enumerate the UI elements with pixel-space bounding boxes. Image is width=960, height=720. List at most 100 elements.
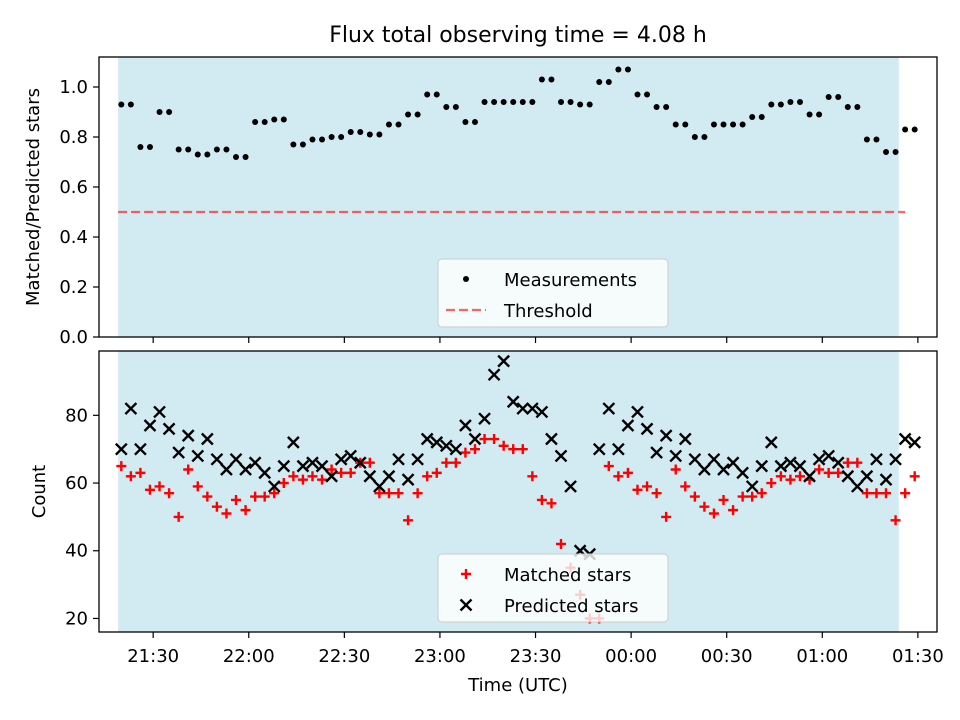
- matched-star-marker: [173, 511, 184, 522]
- y-tick-label: 60: [65, 473, 88, 494]
- predicted-star-marker: [134, 442, 147, 456]
- matched-star-marker: [211, 501, 222, 512]
- matched-star-marker: [297, 474, 308, 485]
- matched-star-marker: [431, 467, 442, 478]
- x-axis-label: Time (UTC): [467, 675, 568, 696]
- matched-star-marker: [613, 471, 624, 482]
- measurement-point: [137, 144, 144, 150]
- predicted-star-marker: [478, 412, 491, 426]
- bottom-panel: 21:30 22:00 22:30 23:00 23:30 00:00 00:30 01:00…: [29, 350, 944, 696]
- measurement-point: [510, 99, 517, 105]
- predicted-star-marker: [420, 432, 434, 446]
- x-tick-label: 23:30: [510, 646, 562, 667]
- matched-star-marker: [460, 447, 471, 458]
- x-tick-label: 22:00: [223, 646, 275, 667]
- matched-star-marker: [221, 508, 232, 519]
- predicted-star-marker: [592, 442, 606, 456]
- matched-star-marker: [852, 457, 863, 468]
- matched-star-marker: [737, 491, 748, 502]
- legend-predicted-marker: [459, 598, 473, 612]
- measurement-point: [787, 99, 794, 105]
- legend-entry-label: Predicted stars: [504, 596, 638, 617]
- matched-star-marker: [680, 481, 691, 492]
- measurement-point: [280, 116, 287, 123]
- predicted-star-marker: [143, 419, 157, 432]
- legend: Matched stars Predicted stars: [437, 553, 669, 623]
- measurement-point: [127, 101, 134, 108]
- y-axis-label: Count: [29, 465, 50, 518]
- measurement-point: [271, 116, 278, 123]
- y-tick-label: 40: [65, 541, 88, 562]
- axes-frame: [98, 56, 938, 338]
- x-tick-label: 01:30: [892, 646, 944, 667]
- measurement-point: [558, 99, 565, 105]
- axes-frame: [98, 350, 938, 633]
- matched-star-marker: [479, 434, 490, 445]
- matched-star-marker: [403, 515, 414, 526]
- matched-star-marker: [603, 461, 614, 472]
- measurement-point: [242, 154, 249, 160]
- measurement-point: [835, 94, 842, 100]
- matched-star-marker: [651, 488, 662, 499]
- predicted-star-marker: [525, 402, 539, 415]
- predicted-star-marker: [784, 456, 797, 470]
- measurement-point: [586, 101, 593, 108]
- predicted-star-marker: [745, 480, 759, 493]
- matched-star-marker: [508, 444, 519, 455]
- matched-star-marker: [450, 457, 461, 468]
- predicted-star-marker: [315, 459, 329, 473]
- predicted-star-marker: [411, 452, 424, 466]
- measurement-point: [491, 99, 498, 105]
- predicted-star-marker: [707, 452, 721, 466]
- predicted-star-marker: [908, 436, 922, 449]
- predicted-star-marker: [659, 429, 673, 442]
- matched-star-marker: [336, 467, 347, 478]
- matched-star-marker: [202, 491, 213, 502]
- chart-title: Flux total observing time = 4.08 h: [329, 23, 707, 48]
- measurement-point: [414, 111, 421, 118]
- measurement-point: [902, 126, 909, 133]
- top-panel: 0.0 0.2 0.4 0.6 0.8 1.0 Matched/Predicted star…: [23, 56, 938, 348]
- matched-star-marker: [307, 471, 318, 482]
- matched-star-marker: [364, 457, 375, 468]
- predicted-star-marker: [850, 480, 864, 493]
- predicted-star-marker: [220, 463, 233, 476]
- measurement-point: [825, 94, 832, 100]
- predicted-star-marker: [210, 452, 224, 466]
- measurement-point: [519, 99, 526, 105]
- y-tick-label: 0.4: [59, 227, 88, 248]
- matched-star-marker: [317, 474, 328, 485]
- predicted-star-marker: [172, 446, 186, 459]
- predicted-star-marker: [392, 452, 405, 466]
- measurement-point: [691, 134, 698, 140]
- matched-star-marker: [909, 471, 920, 482]
- matched-star-marker: [374, 488, 385, 499]
- predicted-star-marker: [812, 452, 826, 466]
- predicted-star-marker: [755, 459, 769, 473]
- predicted-star-marker: [181, 429, 195, 442]
- measurement-point: [730, 121, 737, 128]
- legend: Measurements Threshold: [437, 258, 669, 328]
- matched-star-marker: [135, 467, 146, 478]
- legend-box: [437, 553, 669, 623]
- matched-star-marker: [250, 491, 261, 502]
- predicted-star-marker: [621, 419, 635, 432]
- measurement-point: [644, 91, 651, 98]
- measurement-point: [347, 129, 354, 135]
- legend-matched-marker: [461, 569, 471, 579]
- predicted-star-marker: [344, 449, 358, 463]
- measurement-point: [481, 99, 488, 105]
- measurement-point: [156, 109, 163, 115]
- measurement-point: [213, 146, 220, 153]
- predicted-star-marker: [229, 452, 243, 466]
- measurement-point: [299, 141, 306, 148]
- matched-star-marker: [441, 457, 452, 468]
- measurement-point: [405, 111, 412, 118]
- measurement-point: [682, 121, 689, 128]
- measurement-point: [768, 101, 775, 108]
- predicted-star-marker: [889, 452, 902, 466]
- matched-star-marker: [412, 488, 423, 499]
- matched-star-marker: [814, 464, 825, 475]
- measurement-point: [605, 79, 612, 85]
